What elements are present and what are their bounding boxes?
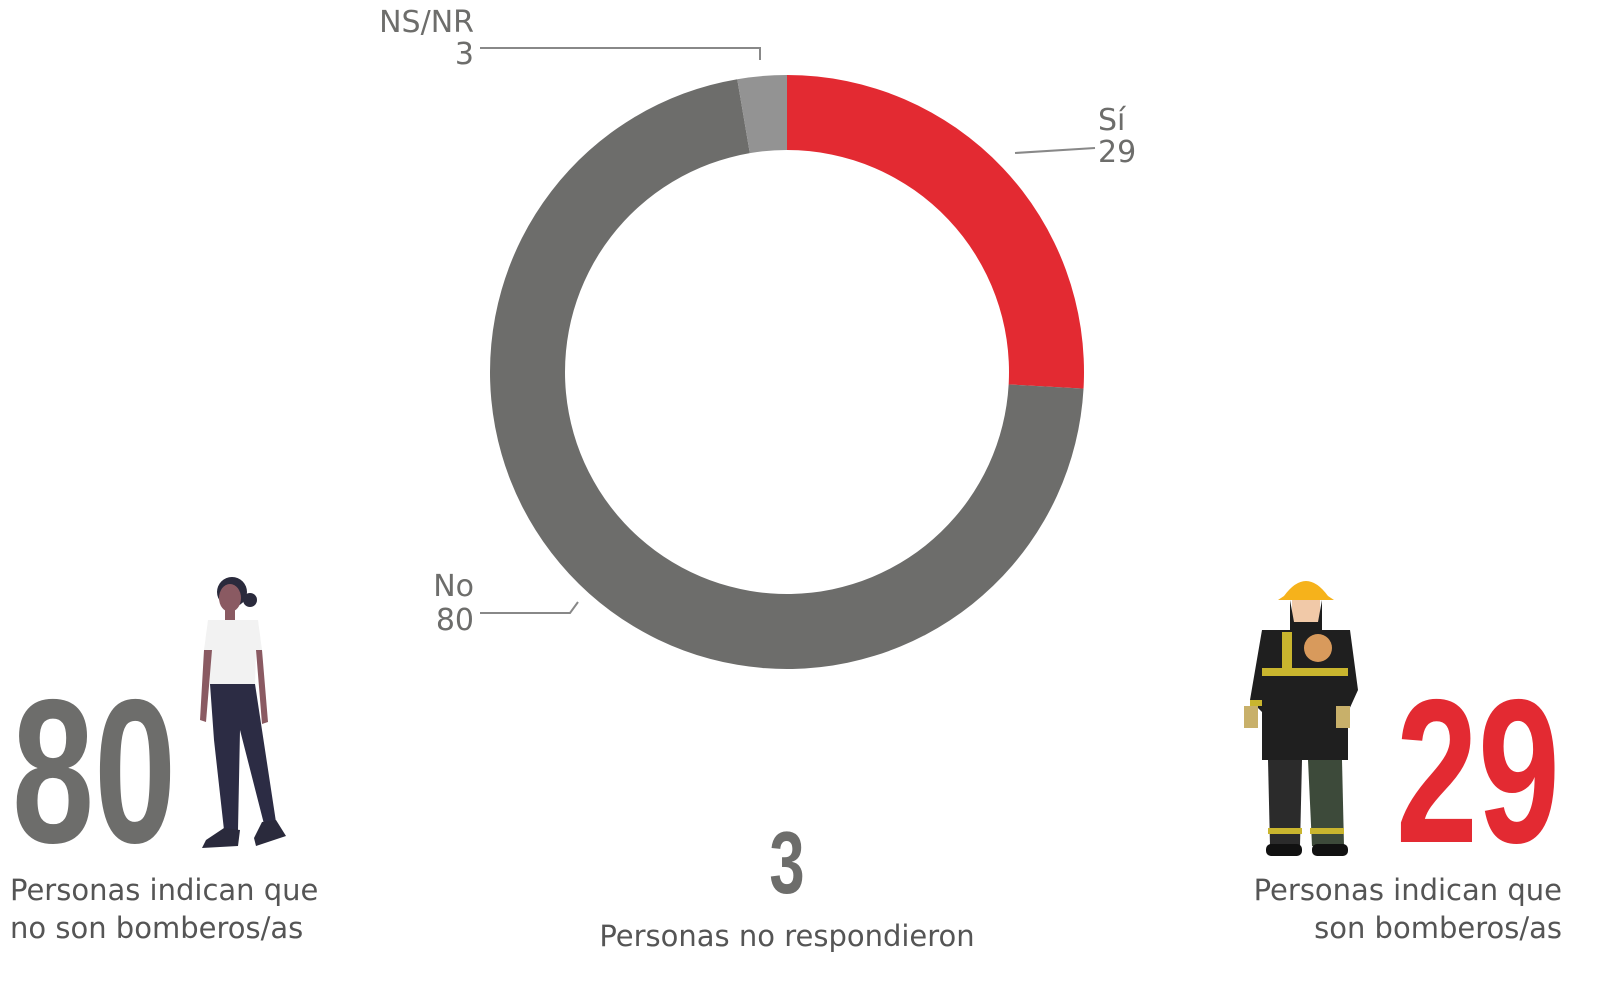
stat-number: 80	[12, 656, 176, 886]
slice-value: 29	[1098, 135, 1136, 170]
stat-caption: Personas indican que	[1254, 873, 1562, 907]
stat-number: 29	[1396, 656, 1560, 886]
person-illustration	[200, 577, 286, 848]
slice-label: No	[433, 569, 474, 604]
donut-slice	[787, 75, 1084, 389]
firefighter-illustration	[1244, 581, 1358, 856]
stat-caption: no son bomberos/as	[10, 911, 303, 945]
stat-caption: Personas indican que	[10, 873, 318, 907]
callout-line	[480, 47, 761, 60]
callout-line	[1014, 147, 1096, 154]
slice-value: 3	[455, 37, 474, 72]
callout-line	[480, 601, 579, 614]
slice-value: 80	[436, 603, 474, 638]
stat-number: 3	[769, 815, 804, 913]
slice-label: Sí	[1098, 103, 1127, 138]
slice-label: NS/NR	[379, 5, 474, 40]
stat-caption: son bomberos/as	[1314, 911, 1562, 945]
stat-caption: Personas no respondieron	[599, 919, 974, 953]
donut-slice	[737, 75, 787, 154]
